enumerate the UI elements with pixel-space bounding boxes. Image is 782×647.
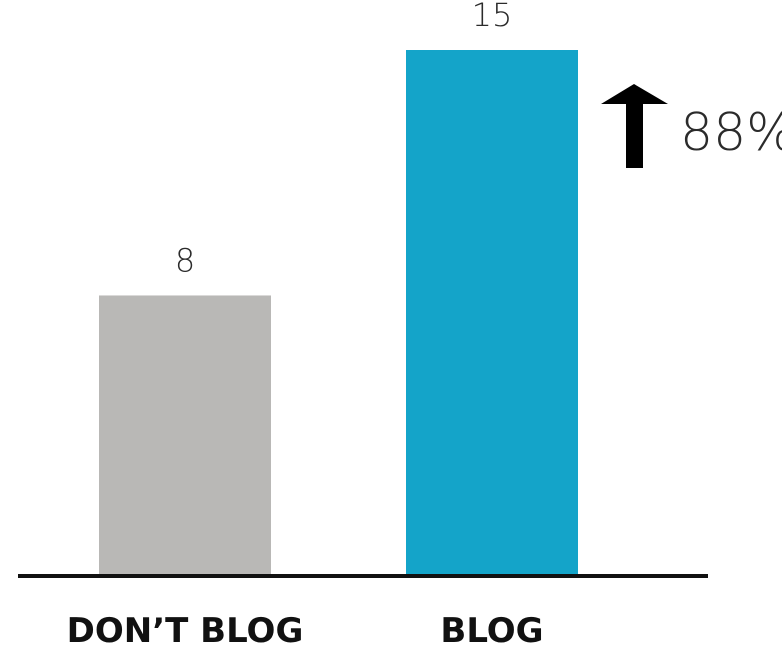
- data-label-dont-blog: 8: [175, 241, 195, 279]
- data-label-blog: 15: [472, 0, 513, 34]
- bar-blog: [406, 50, 578, 576]
- data-labels-group: 8 15: [175, 0, 513, 279]
- category-label-dont-blog: DON’T BLOG: [67, 611, 304, 647]
- bars-group: [99, 50, 578, 576]
- growth-percent-label: 88%: [680, 103, 782, 163]
- bar-dont-blog: [99, 295, 271, 576]
- category-label-blog: BLOG: [440, 611, 543, 647]
- arrow-up-icon: [601, 84, 668, 168]
- category-labels-group: DON’T BLOG BLOG: [67, 611, 544, 647]
- growth-annotation: 88%: [601, 84, 782, 168]
